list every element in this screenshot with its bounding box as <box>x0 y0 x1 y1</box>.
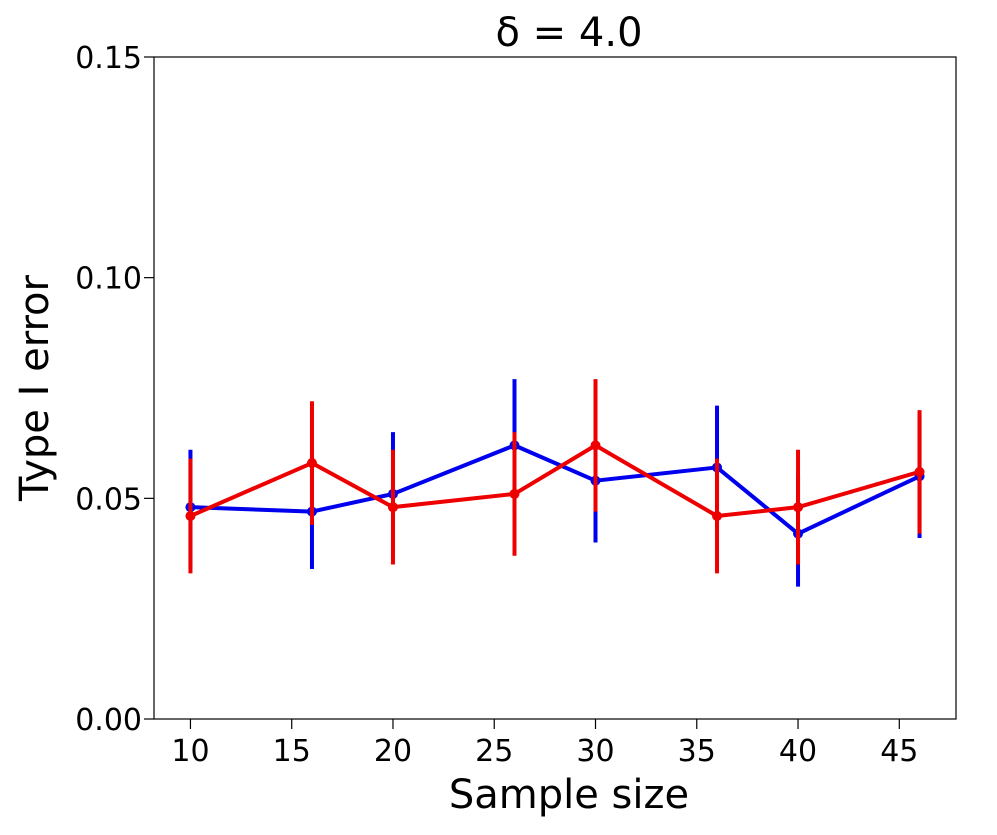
x-axis-label: Sample size <box>449 772 689 818</box>
series-2 <box>185 379 925 574</box>
x-tick-label: 15 <box>273 734 311 769</box>
data-point <box>509 488 520 499</box>
y-axis: 0.00 0.05 0.10 0.15 <box>75 41 154 738</box>
plot-frame <box>153 56 957 720</box>
y-tick-label: 0.10 <box>75 262 142 297</box>
series-1 <box>185 379 925 587</box>
y-axis-label: Type I error <box>12 274 58 501</box>
data-point <box>590 440 601 451</box>
x-tick-label: 40 <box>779 734 817 769</box>
y-tick-label: 0.15 <box>75 41 142 76</box>
data-point <box>712 510 723 521</box>
data-point <box>914 466 925 477</box>
x-tick-label: 45 <box>880 734 918 769</box>
data-point <box>793 502 804 513</box>
y-tick-label: 0.00 <box>75 703 142 738</box>
chart-title: δ = 4.0 <box>495 10 642 56</box>
x-axis: 10 15 20 25 30 35 40 45 <box>171 719 918 769</box>
x-tick-label: 25 <box>475 734 513 769</box>
y-tick-label: 0.05 <box>75 482 142 517</box>
series-layer <box>185 379 925 587</box>
series-line <box>190 443 921 536</box>
data-point <box>306 458 317 469</box>
data-point <box>185 510 196 521</box>
series-line <box>189 443 921 518</box>
x-tick-label: 10 <box>171 734 209 769</box>
x-tick-label: 30 <box>576 734 614 769</box>
x-tick-label: 35 <box>678 734 716 769</box>
x-tick-label: 20 <box>374 734 412 769</box>
data-point <box>387 502 398 513</box>
